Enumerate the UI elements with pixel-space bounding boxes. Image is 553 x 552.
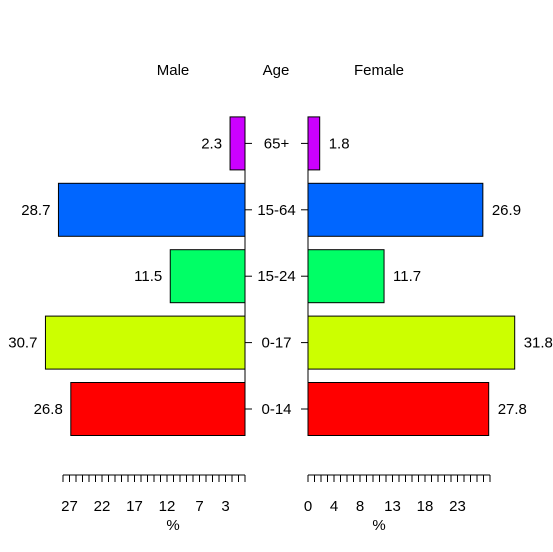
female-bar-65+ <box>307 116 321 171</box>
female-bar-0-17 <box>307 315 516 370</box>
male-value-label-0-17: 30.7 <box>8 335 37 352</box>
female-axis-title: % <box>372 517 385 534</box>
male-header: Male <box>157 62 190 79</box>
female-axis-tick-label: 8 <box>356 498 364 515</box>
female-axis-tick-label: 0 <box>304 498 312 515</box>
female-axis-tick-label: 13 <box>384 498 401 515</box>
male-axis-tick-label: 17 <box>126 498 143 515</box>
age-label-15-24: 15-24 <box>257 268 295 285</box>
female-value-label-0-14: 27.8 <box>498 401 527 418</box>
female-bar-15-64 <box>307 182 484 237</box>
female-header: Female <box>354 62 404 79</box>
male-bar-65+ <box>229 116 246 171</box>
male-value-label-0-14: 26.8 <box>34 401 63 418</box>
female-value-label-65+: 1.8 <box>329 135 350 152</box>
male-value-label-15-24: 11.5 <box>134 268 162 285</box>
age-label-0-17: 0-17 <box>261 335 291 352</box>
male-value-label-65+: 2.3 <box>201 135 222 152</box>
male-axis-tick-label: 27 <box>61 498 78 515</box>
female-bar-15-24 <box>307 249 385 304</box>
female-value-label-15-24: 11.7 <box>393 268 421 285</box>
female-axis-tick-label: 4 <box>330 498 338 515</box>
male-axis-tick-label: 22 <box>94 498 111 515</box>
male-bar-15-64 <box>57 182 246 237</box>
age-header: Age <box>263 62 290 79</box>
male-axis-tick-label: 7 <box>195 498 203 515</box>
female-value-label-0-17: 31.8 <box>524 335 553 352</box>
male-bar-0-17 <box>44 315 246 370</box>
axes-layer: 27 22 17 12 7 3% 0 4 8 13 18 23% <box>61 116 491 534</box>
labels-layer: 26.8 27.8 0-14 30.7 31.8 0-17 11.5 11.7 15-24 28.… <box>8 135 553 418</box>
male-axis-title: % <box>166 517 179 534</box>
male-axis-tick-label: 12 <box>159 498 176 515</box>
male-value-label-15-64: 28.7 <box>21 202 50 219</box>
age-label-15-64: 15-64 <box>257 202 295 219</box>
female-axis-tick-label: 23 <box>449 498 466 515</box>
age-label-65+: 65+ <box>264 135 290 152</box>
bars-layer <box>44 116 516 436</box>
female-value-label-15-64: 26.9 <box>492 202 521 219</box>
female-axis-tick-label: 18 <box>417 498 434 515</box>
male-axis-tick-label: 3 <box>221 498 229 515</box>
age-label-0-14: 0-14 <box>261 401 291 418</box>
male-bar-15-24 <box>169 249 246 304</box>
female-bar-0-14 <box>307 382 490 436</box>
male-bar-0-14 <box>70 382 246 436</box>
